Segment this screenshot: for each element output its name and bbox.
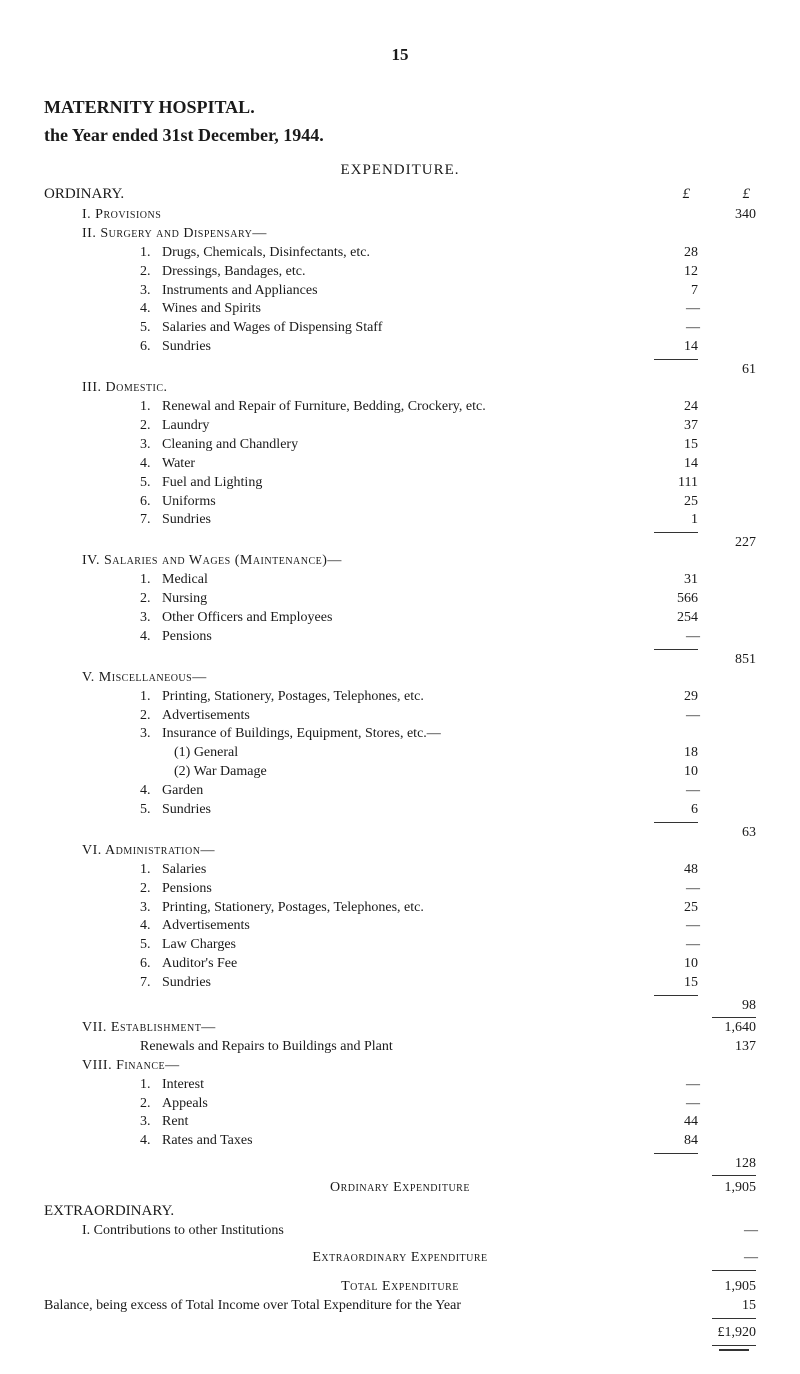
line-item: 7.Sundries1 <box>44 511 756 530</box>
final-rule <box>712 1345 756 1350</box>
line-item: 4.Wines and Spirits— <box>44 300 756 319</box>
section-total-row: 98 <box>44 997 756 1015</box>
line-item: 4.Garden— <box>44 782 756 801</box>
balance-row: Balance, being excess of Total Income ov… <box>44 1297 756 1316</box>
grand-total-row: £1,920 <box>44 1324 756 1342</box>
section-establishment: VII. Establishment— 1,640 <box>44 1019 756 1038</box>
section-label: I. Provisions <box>82 207 161 222</box>
section-label: II. Surgery and Dispensary— <box>82 226 267 241</box>
expenditure-heading: EXPENDITURE. <box>44 160 756 180</box>
line-item: 1.Drugs, Chemicals, Disinfectants, etc.2… <box>44 244 756 263</box>
total-expenditure-row: Total Expenditure 1,905 <box>44 1278 756 1297</box>
line-item: 5.Law Charges— <box>44 936 756 955</box>
rule <box>712 1017 756 1018</box>
line-item: 5.Fuel and Lighting111 <box>44 474 756 493</box>
section-surgery: II. Surgery and Dispensary— <box>44 225 756 244</box>
section-total-row: 128 <box>44 1155 756 1173</box>
line-item: 2.Advertisements— <box>44 707 756 726</box>
line-item: 7.Sundries15 <box>44 974 756 993</box>
title-line-2: the Year ended 31st December, 1944. <box>44 123 756 147</box>
line-item: 3.Other Officers and Employees254 <box>44 609 756 628</box>
ordinary-heading: ORDINARY. <box>44 186 124 202</box>
line-item: 6.Auditor's Fee10 <box>44 955 756 974</box>
rule <box>654 995 698 996</box>
line-item: 2.Pensions— <box>44 880 756 899</box>
line-item: 3.Printing, Stationery, Postages, Teleph… <box>44 899 756 918</box>
page: 15 MATERNITY HOSPITAL. the Year ended 31… <box>0 0 800 1374</box>
line-item: 3.Rent44 <box>44 1113 756 1132</box>
line-item: 1.Renewal and Repair of Furniture, Beddi… <box>44 398 756 417</box>
section-misc: V. Miscellaneous— <box>44 669 756 688</box>
section-total-row: 851 <box>44 651 756 669</box>
line-sub-item: (2) War Damage10 <box>44 763 756 782</box>
section-salaries: IV. Salaries and Wages (Maintenance)— <box>44 552 756 571</box>
section-total-row: 227 <box>44 534 756 552</box>
section-domestic: III. Domestic. <box>44 379 756 398</box>
line-item: 4.Rates and Taxes84 <box>44 1132 756 1151</box>
line-item: 5.Salaries and Wages of Dispensing Staff… <box>44 319 756 338</box>
rule <box>712 1175 756 1176</box>
rule <box>712 1270 756 1271</box>
line-sub-item: (1) General18 <box>44 744 756 763</box>
page-number: 15 <box>44 44 756 67</box>
rule <box>712 1318 756 1319</box>
section-provisions: I. Provisions 340 <box>44 206 756 225</box>
line-item: Renewals and Repairs to Buildings and Pl… <box>44 1038 756 1057</box>
line-item: 1.Salaries48 <box>44 861 756 880</box>
rule <box>654 359 698 360</box>
ordinary-total-row: Ordinary Expenditure 1,905 <box>44 1179 756 1198</box>
section-finance: VIII. Finance— <box>44 1057 756 1076</box>
line-item: 2.Nursing566 <box>44 590 756 609</box>
line-item: 1.Medical31 <box>44 571 756 590</box>
rule <box>654 532 698 533</box>
sub-total: 1,640 <box>706 1019 756 1038</box>
line-item: 6.Sundries14 <box>44 338 756 357</box>
line-item: 4.Advertisements— <box>44 917 756 936</box>
rule <box>654 649 698 650</box>
line-item: 2.Appeals— <box>44 1095 756 1114</box>
line-item: 3.Cleaning and Chandlery15 <box>44 436 756 455</box>
section-total: 340 <box>706 206 756 225</box>
line-item: 1.Printing, Stationery, Postages, Teleph… <box>44 688 756 707</box>
rule <box>654 822 698 823</box>
line-item: 3.Insurance of Buildings, Equipment, Sto… <box>44 725 756 744</box>
pound-symbol: £ <box>683 184 691 204</box>
title-line-1: MATERNITY HOSPITAL. <box>44 95 756 119</box>
line-item: 4.Pensions— <box>44 628 756 647</box>
line-item: 6.Uniforms25 <box>44 493 756 512</box>
extraordinary-heading: EXTRAORDINARY. <box>44 1201 756 1222</box>
line-item: 1.Interest— <box>44 1076 756 1095</box>
line-item: 4.Water14 <box>44 455 756 474</box>
line-item: 3.Instruments and Appliances7 <box>44 282 756 301</box>
section-admin: VI. Administration— <box>44 842 756 861</box>
line-item: 2.Laundry37 <box>44 417 756 436</box>
pound-symbol: £ <box>743 184 751 204</box>
section-total-row: 61 <box>44 361 756 379</box>
rule <box>654 1153 698 1154</box>
line-item: 2.Dressings, Bandages, etc.12 <box>44 263 756 282</box>
section-total-row: 63 <box>44 824 756 842</box>
extraordinary-total-row: Extraordinary Expenditure — <box>44 1249 756 1268</box>
line-item: 5.Sundries6 <box>44 801 756 820</box>
line-item: I. Contributions to other Institutions — <box>44 1222 756 1241</box>
